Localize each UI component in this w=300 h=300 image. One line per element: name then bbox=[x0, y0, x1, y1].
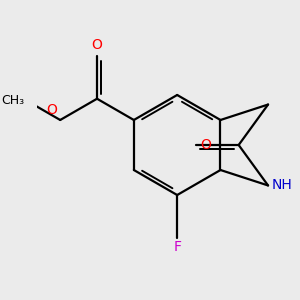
Text: F: F bbox=[173, 240, 181, 254]
Text: O: O bbox=[200, 138, 211, 152]
Text: CH₃: CH₃ bbox=[2, 94, 25, 107]
Text: NH: NH bbox=[272, 178, 293, 193]
Text: O: O bbox=[92, 38, 103, 52]
Text: O: O bbox=[46, 103, 57, 118]
